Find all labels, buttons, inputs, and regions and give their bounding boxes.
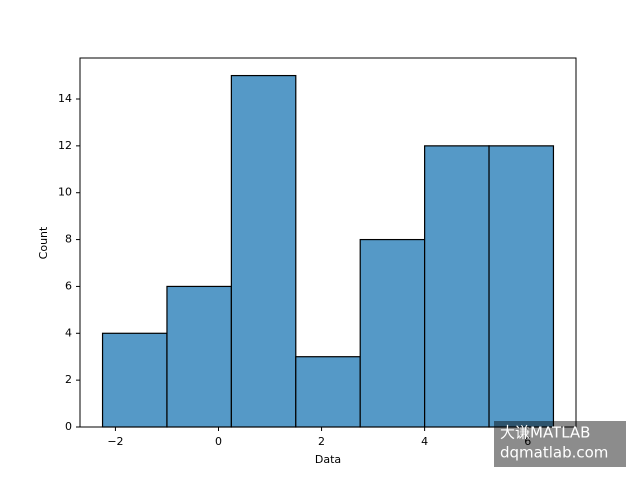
y-tick-label: 12 [58, 139, 72, 152]
y-tick-label: 14 [58, 92, 72, 105]
y-tick-label: 0 [65, 420, 72, 433]
bar [359, 238, 426, 428]
watermark: 大谦MATLAB [500, 424, 590, 442]
y-tick-label: 6 [65, 279, 72, 292]
bar [101, 332, 168, 428]
bar [230, 74, 297, 428]
bar [424, 145, 490, 428]
x-tick-label: −2 [107, 435, 123, 448]
y-tick-label: 10 [58, 186, 72, 199]
y-tick-label: 8 [65, 233, 72, 246]
bar [295, 356, 361, 428]
x-tick-label: 0 [215, 435, 222, 448]
y-tick-label: 4 [65, 326, 72, 339]
y-tick-label: 2 [65, 373, 72, 386]
x-tick-label: 2 [318, 435, 325, 448]
watermark: dqmatlab.com [500, 444, 608, 462]
watermark-box [494, 421, 626, 467]
x-tick-label: 6 [524, 435, 531, 448]
y-axis-label: Count [37, 226, 50, 259]
x-axis-label: Data [315, 453, 341, 466]
bar [488, 145, 555, 428]
x-tick-label: 4 [421, 435, 428, 448]
bar [166, 285, 232, 428]
axes-frame [79, 57, 577, 428]
